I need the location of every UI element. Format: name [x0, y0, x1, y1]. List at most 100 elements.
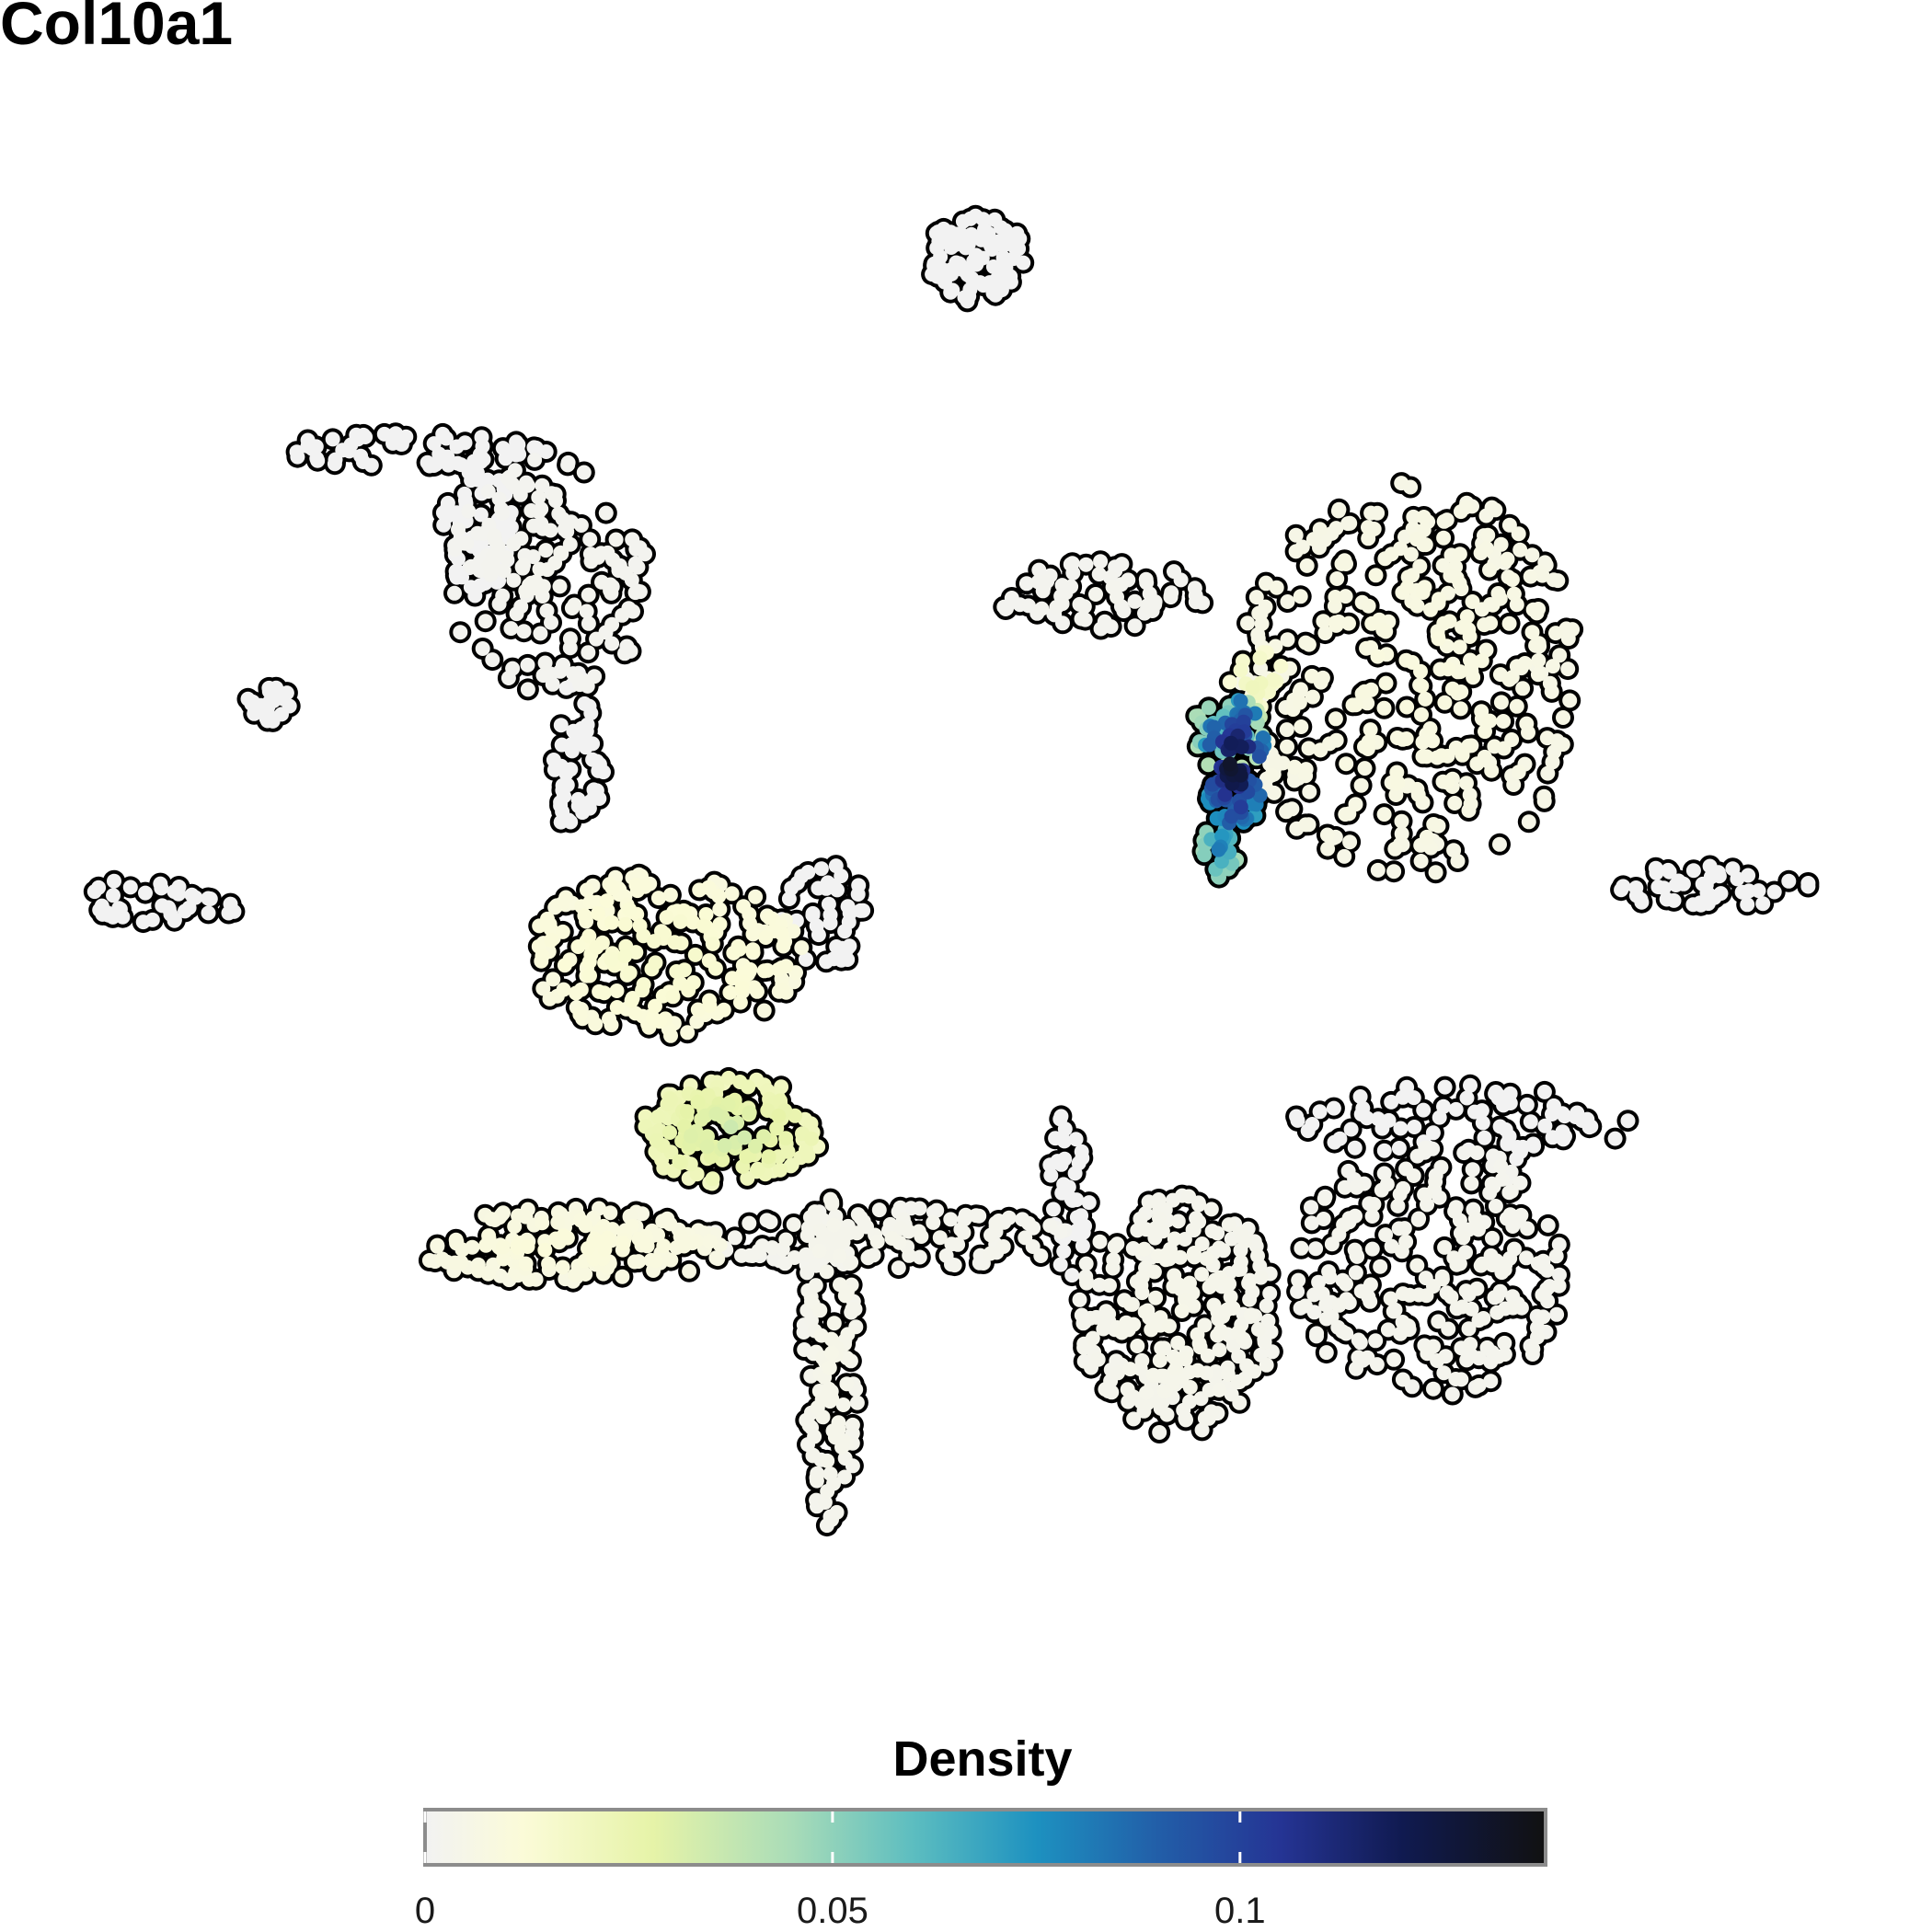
- data-point: [845, 1302, 860, 1317]
- data-point: [1077, 1218, 1092, 1234]
- data-point: [550, 1214, 566, 1230]
- data-point: [1078, 1256, 1094, 1271]
- data-point: [579, 604, 594, 619]
- data-point: [1241, 1275, 1257, 1291]
- data-point: [1489, 1305, 1505, 1320]
- data-point: [1511, 526, 1526, 542]
- data-point: [1348, 1265, 1363, 1281]
- data-point: [622, 902, 638, 917]
- data-point: [1297, 1298, 1313, 1314]
- data-point: [673, 914, 688, 929]
- data-point: [1370, 862, 1386, 878]
- data-point: [1336, 1217, 1351, 1233]
- data-point: [1551, 1236, 1567, 1252]
- data-point: [1488, 1199, 1503, 1213]
- data-point: [1455, 1299, 1470, 1315]
- data-point: [1485, 1345, 1500, 1360]
- data-point: [624, 993, 639, 1008]
- data-point: [698, 907, 714, 922]
- data-point: [506, 572, 522, 588]
- data-point: [958, 240, 973, 256]
- data-point: [1523, 569, 1538, 584]
- data-point: [545, 676, 560, 692]
- data-point: [1232, 1395, 1248, 1410]
- data-point: [837, 924, 853, 939]
- data-point: [734, 1248, 749, 1263]
- data-point: [622, 965, 638, 981]
- data-point: [1418, 691, 1433, 707]
- data-point: [758, 930, 774, 945]
- data-point: [1173, 572, 1189, 588]
- data-point: [1420, 1197, 1434, 1213]
- data-point: [1174, 1304, 1190, 1318]
- data-point: [835, 1397, 851, 1412]
- data-point: [1440, 661, 1455, 677]
- data-point: [1439, 775, 1455, 790]
- data-point: [1505, 1219, 1521, 1234]
- data-point: [1331, 1297, 1347, 1313]
- data-point: [667, 935, 683, 950]
- data-point: [262, 694, 278, 709]
- data-point: [1181, 1364, 1197, 1380]
- data-point: [1292, 684, 1307, 699]
- data-point: [1219, 1302, 1235, 1317]
- data-point: [787, 1250, 802, 1265]
- data-point: [1251, 605, 1267, 621]
- data-point: [926, 1214, 941, 1230]
- data-point: [553, 545, 569, 560]
- data-point: [1441, 1321, 1456, 1337]
- data-point: [837, 1469, 853, 1485]
- data-point: [957, 290, 972, 305]
- data-point: [491, 596, 507, 612]
- data-point: [1192, 1340, 1208, 1355]
- data-point: [842, 1256, 857, 1271]
- data-point: [648, 1253, 663, 1269]
- data-point: [1456, 1145, 1472, 1161]
- data-point: [1136, 1241, 1152, 1257]
- data-point: [531, 504, 546, 520]
- data-point: [866, 1248, 881, 1263]
- data-point: [1497, 1335, 1512, 1351]
- data-point: [535, 1215, 550, 1231]
- data-point: [1290, 1112, 1305, 1128]
- data-point: [1545, 754, 1560, 770]
- data-point: [1411, 1211, 1427, 1226]
- data-point: [1273, 659, 1289, 673]
- data-point: [1071, 1156, 1087, 1171]
- data-point: [1524, 625, 1540, 640]
- data-point: [840, 952, 856, 967]
- data-point: [1288, 544, 1304, 559]
- data-point: [531, 489, 546, 505]
- data-point: [1480, 527, 1496, 543]
- data-point: [1452, 639, 1467, 655]
- data-point: [533, 626, 548, 641]
- data-point: [1406, 1168, 1421, 1183]
- data-point: [1465, 1162, 1480, 1178]
- data-point: [493, 516, 509, 532]
- data-point: [475, 439, 490, 454]
- data-point: [434, 1251, 450, 1267]
- data-point: [958, 1207, 973, 1223]
- data-point: [1316, 1212, 1331, 1226]
- data-point: [1389, 765, 1405, 780]
- data-point: [721, 1070, 736, 1086]
- data-point: [1233, 662, 1248, 678]
- data-point: [1120, 1382, 1135, 1397]
- data-point: [1052, 1257, 1068, 1272]
- data-point: [1393, 1121, 1409, 1136]
- data-point: [799, 1265, 815, 1281]
- data-point: [1064, 1268, 1080, 1283]
- data-point: [1366, 522, 1382, 536]
- data-point: [520, 477, 535, 493]
- data-point: [615, 1269, 630, 1284]
- data-point: [1465, 594, 1480, 609]
- data-point: [1349, 1361, 1363, 1376]
- data-point: [596, 765, 611, 780]
- data-point: [1348, 797, 1363, 812]
- data-point: [1406, 509, 1421, 524]
- data-point: [544, 615, 558, 630]
- data-point: [943, 1212, 959, 1227]
- data-point: [1402, 1287, 1418, 1303]
- data-point: [1413, 854, 1429, 868]
